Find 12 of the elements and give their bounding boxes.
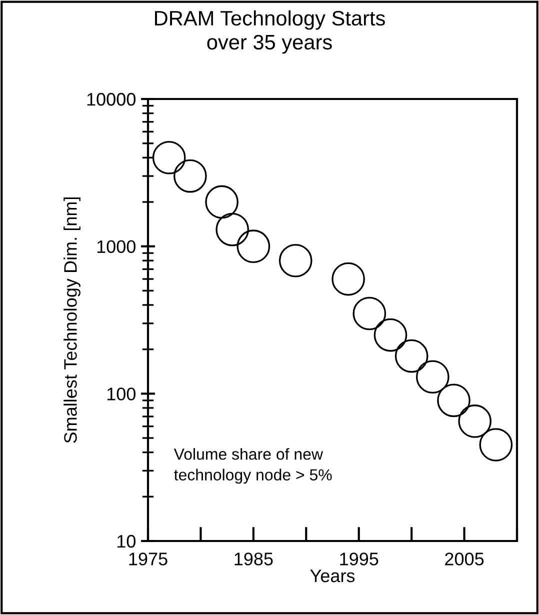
y-axis-title: Smallest Technology Dim. [nm] [64,198,80,443]
annotation: Volume share of new technology node > 5% [174,448,332,484]
y-tick-label: 10 [117,534,136,548]
x-tick-label: 1995 [340,552,378,566]
y-tick-label: 1000 [97,240,136,254]
x-tick-label: 2005 [445,552,484,566]
x-tick-label: 1985 [234,552,273,566]
y-tick-label: 100 [107,388,136,400]
x-tick-label: 1975 [129,552,168,566]
x-axis-title: Years [310,570,355,582]
y-tick-label: 10000 [87,92,136,106]
chart-title: DRAM Technology Starts over 35 years [155,10,385,54]
